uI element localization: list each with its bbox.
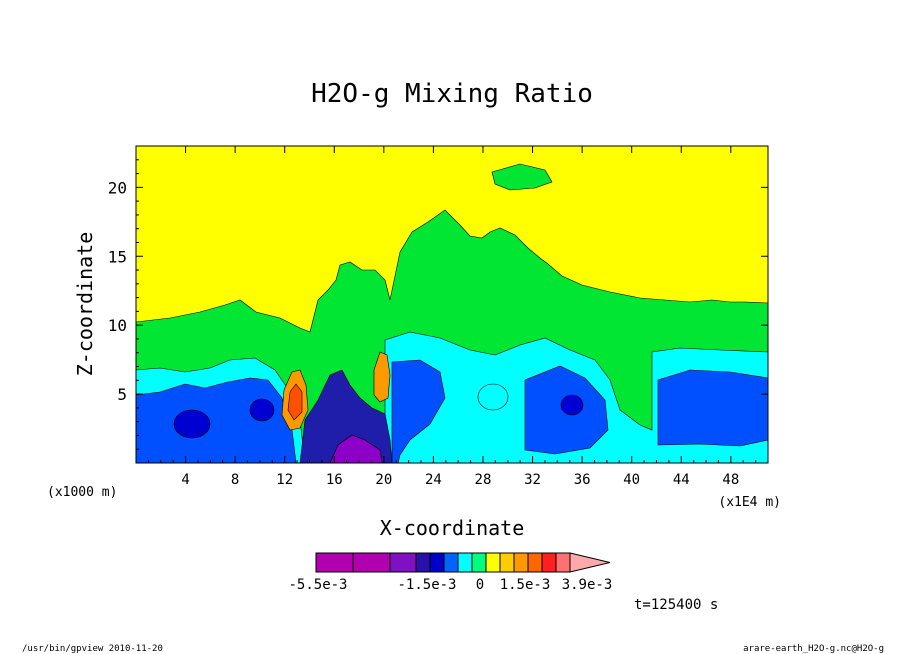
x-tick-label: 24: [425, 472, 442, 488]
field-blue-far: [657, 369, 768, 447]
colorbar-swatch: [527, 552, 543, 573]
field-navy-2: [249, 398, 275, 422]
x-tick-label: 8: [231, 472, 239, 488]
colorbar-tick-labels: -5.5e-3 -1.5e-3 0 1.5e-3 3.9e-3: [288, 577, 612, 593]
field-purple-core: [329, 434, 383, 463]
x-unit-right: (x1E4 m): [718, 495, 781, 510]
colorbar-swatch: [389, 552, 417, 573]
field-navy-3: [560, 394, 584, 416]
colorbar-swatch: [499, 552, 515, 573]
colorbar-swatch: [415, 552, 431, 573]
colorbar-swatch: [541, 552, 557, 573]
x-tick-label: 40: [623, 472, 640, 488]
colorbar-swatch: [471, 552, 487, 573]
footer-left: /usr/bin/gpview 2010-11-20: [22, 644, 163, 654]
x-tick-label: 20: [375, 472, 392, 488]
colorbar-tick-label: 3.9e-3: [562, 577, 613, 593]
field-cyan-blob: [477, 383, 509, 411]
x-unit-left: (x1000 m): [47, 485, 117, 500]
x-tick-label: 4: [181, 472, 189, 488]
colorbar-swatch: [485, 552, 501, 573]
colorbar-tick-label: -5.5e-3: [288, 577, 347, 593]
y-tick-label: 5: [117, 385, 127, 404]
y-tick-label: 15: [108, 247, 127, 266]
field-red-plume-1: [287, 383, 303, 421]
colorbar-swatch: [443, 552, 459, 573]
field-blue-right: [391, 359, 446, 463]
y-axis-label: Z-coordinate: [73, 232, 97, 377]
colorbar-swatch: [429, 552, 445, 573]
x-axis-label: X-coordinate: [380, 516, 525, 540]
x-tick-label: 32: [524, 472, 541, 488]
y-tick-label: 20: [108, 178, 127, 197]
colorbar-arrow: [569, 552, 611, 573]
x-tick-label: 28: [475, 472, 492, 488]
colorbar-tick-label: -1.5e-3: [397, 577, 456, 593]
colorbar-swatch: [457, 552, 473, 573]
x-tick-label: 12: [276, 472, 293, 488]
field-blue-left: [136, 377, 297, 463]
field-deep-blue: [299, 369, 393, 463]
colorbar-tick-label: 1.5e-3: [500, 577, 551, 593]
y-axis-ticks: 5 10 15 20: [108, 159, 768, 450]
colorbar-swatch: [352, 552, 391, 573]
x-tick-label: 36: [574, 472, 591, 488]
colorbar-swatch: [315, 552, 354, 573]
field-orange-plume-2: [373, 351, 391, 403]
x-axis-ticks: 4 8 12 16 20 24 28 32 36 40 44 48: [147, 146, 757, 488]
field-green-patch: [491, 163, 553, 191]
field-navy-1: [173, 409, 211, 439]
y-tick-label: 10: [108, 316, 127, 335]
colorbar-swatch: [513, 552, 529, 573]
colorbar-tick-label: 0: [476, 577, 484, 593]
colorbar-swatch: [555, 552, 571, 573]
plot-frame: [135, 145, 769, 464]
footer-right: arare-earth_H2O-g.nc@H2O-g: [743, 644, 884, 654]
x-tick-label: 44: [673, 472, 690, 488]
x-tick-label: 16: [326, 472, 343, 488]
x-tick-label: 48: [722, 472, 739, 488]
chart-title: H2O-g Mixing Ratio: [311, 79, 593, 109]
time-label: t=125400 s: [634, 597, 718, 613]
colorbar: [315, 552, 611, 573]
